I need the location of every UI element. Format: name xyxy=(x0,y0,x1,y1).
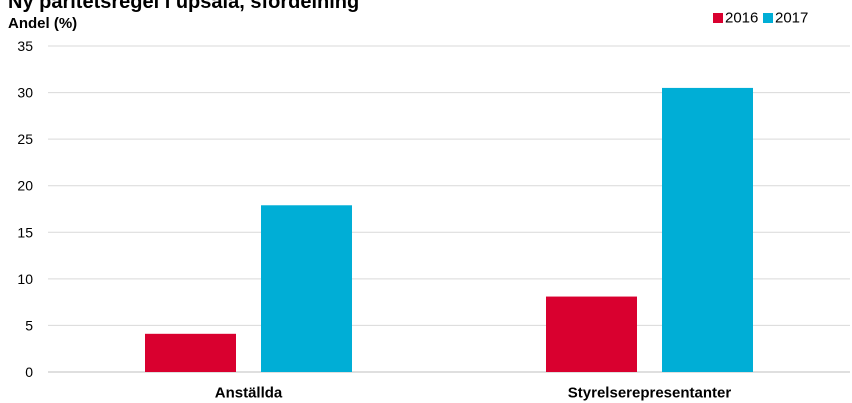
y-tick-label: 20 xyxy=(17,178,33,194)
bar-2017-0 xyxy=(261,205,352,372)
legend-swatch xyxy=(713,13,723,23)
legend: 2016 2017 xyxy=(713,10,808,27)
chart-title: Ny paritetsregel i upsala, sfördelning xyxy=(8,0,359,13)
bar-2017-1 xyxy=(662,87,753,373)
y-tick-label: 10 xyxy=(17,271,33,287)
y-tick-label: 35 xyxy=(17,38,33,54)
x-category-label: Anställda xyxy=(215,385,283,402)
y-tick-label: 0 xyxy=(25,364,33,380)
y-tick-label: 5 xyxy=(25,317,33,333)
bar-2016-0 xyxy=(145,333,236,372)
legend-label: 2017 xyxy=(775,10,808,27)
bars xyxy=(145,87,753,373)
bar-2016-1 xyxy=(546,296,637,372)
legend-swatch xyxy=(763,13,773,23)
y-tick-label: 25 xyxy=(17,131,33,147)
y-axis-title: Andel (%) xyxy=(8,15,77,32)
y-axis-ticks: 0 5 10 15 20 25 30 35 xyxy=(17,38,33,380)
y-tick-label: 15 xyxy=(17,224,33,240)
x-category-label: Styrelserepresentanter xyxy=(568,385,732,402)
gridlines xyxy=(48,45,850,373)
y-tick-label: 30 xyxy=(17,85,33,101)
x-axis-labels: Anställda Styrelserepresentanter xyxy=(215,385,732,402)
legend-label: 2016 xyxy=(725,10,758,27)
